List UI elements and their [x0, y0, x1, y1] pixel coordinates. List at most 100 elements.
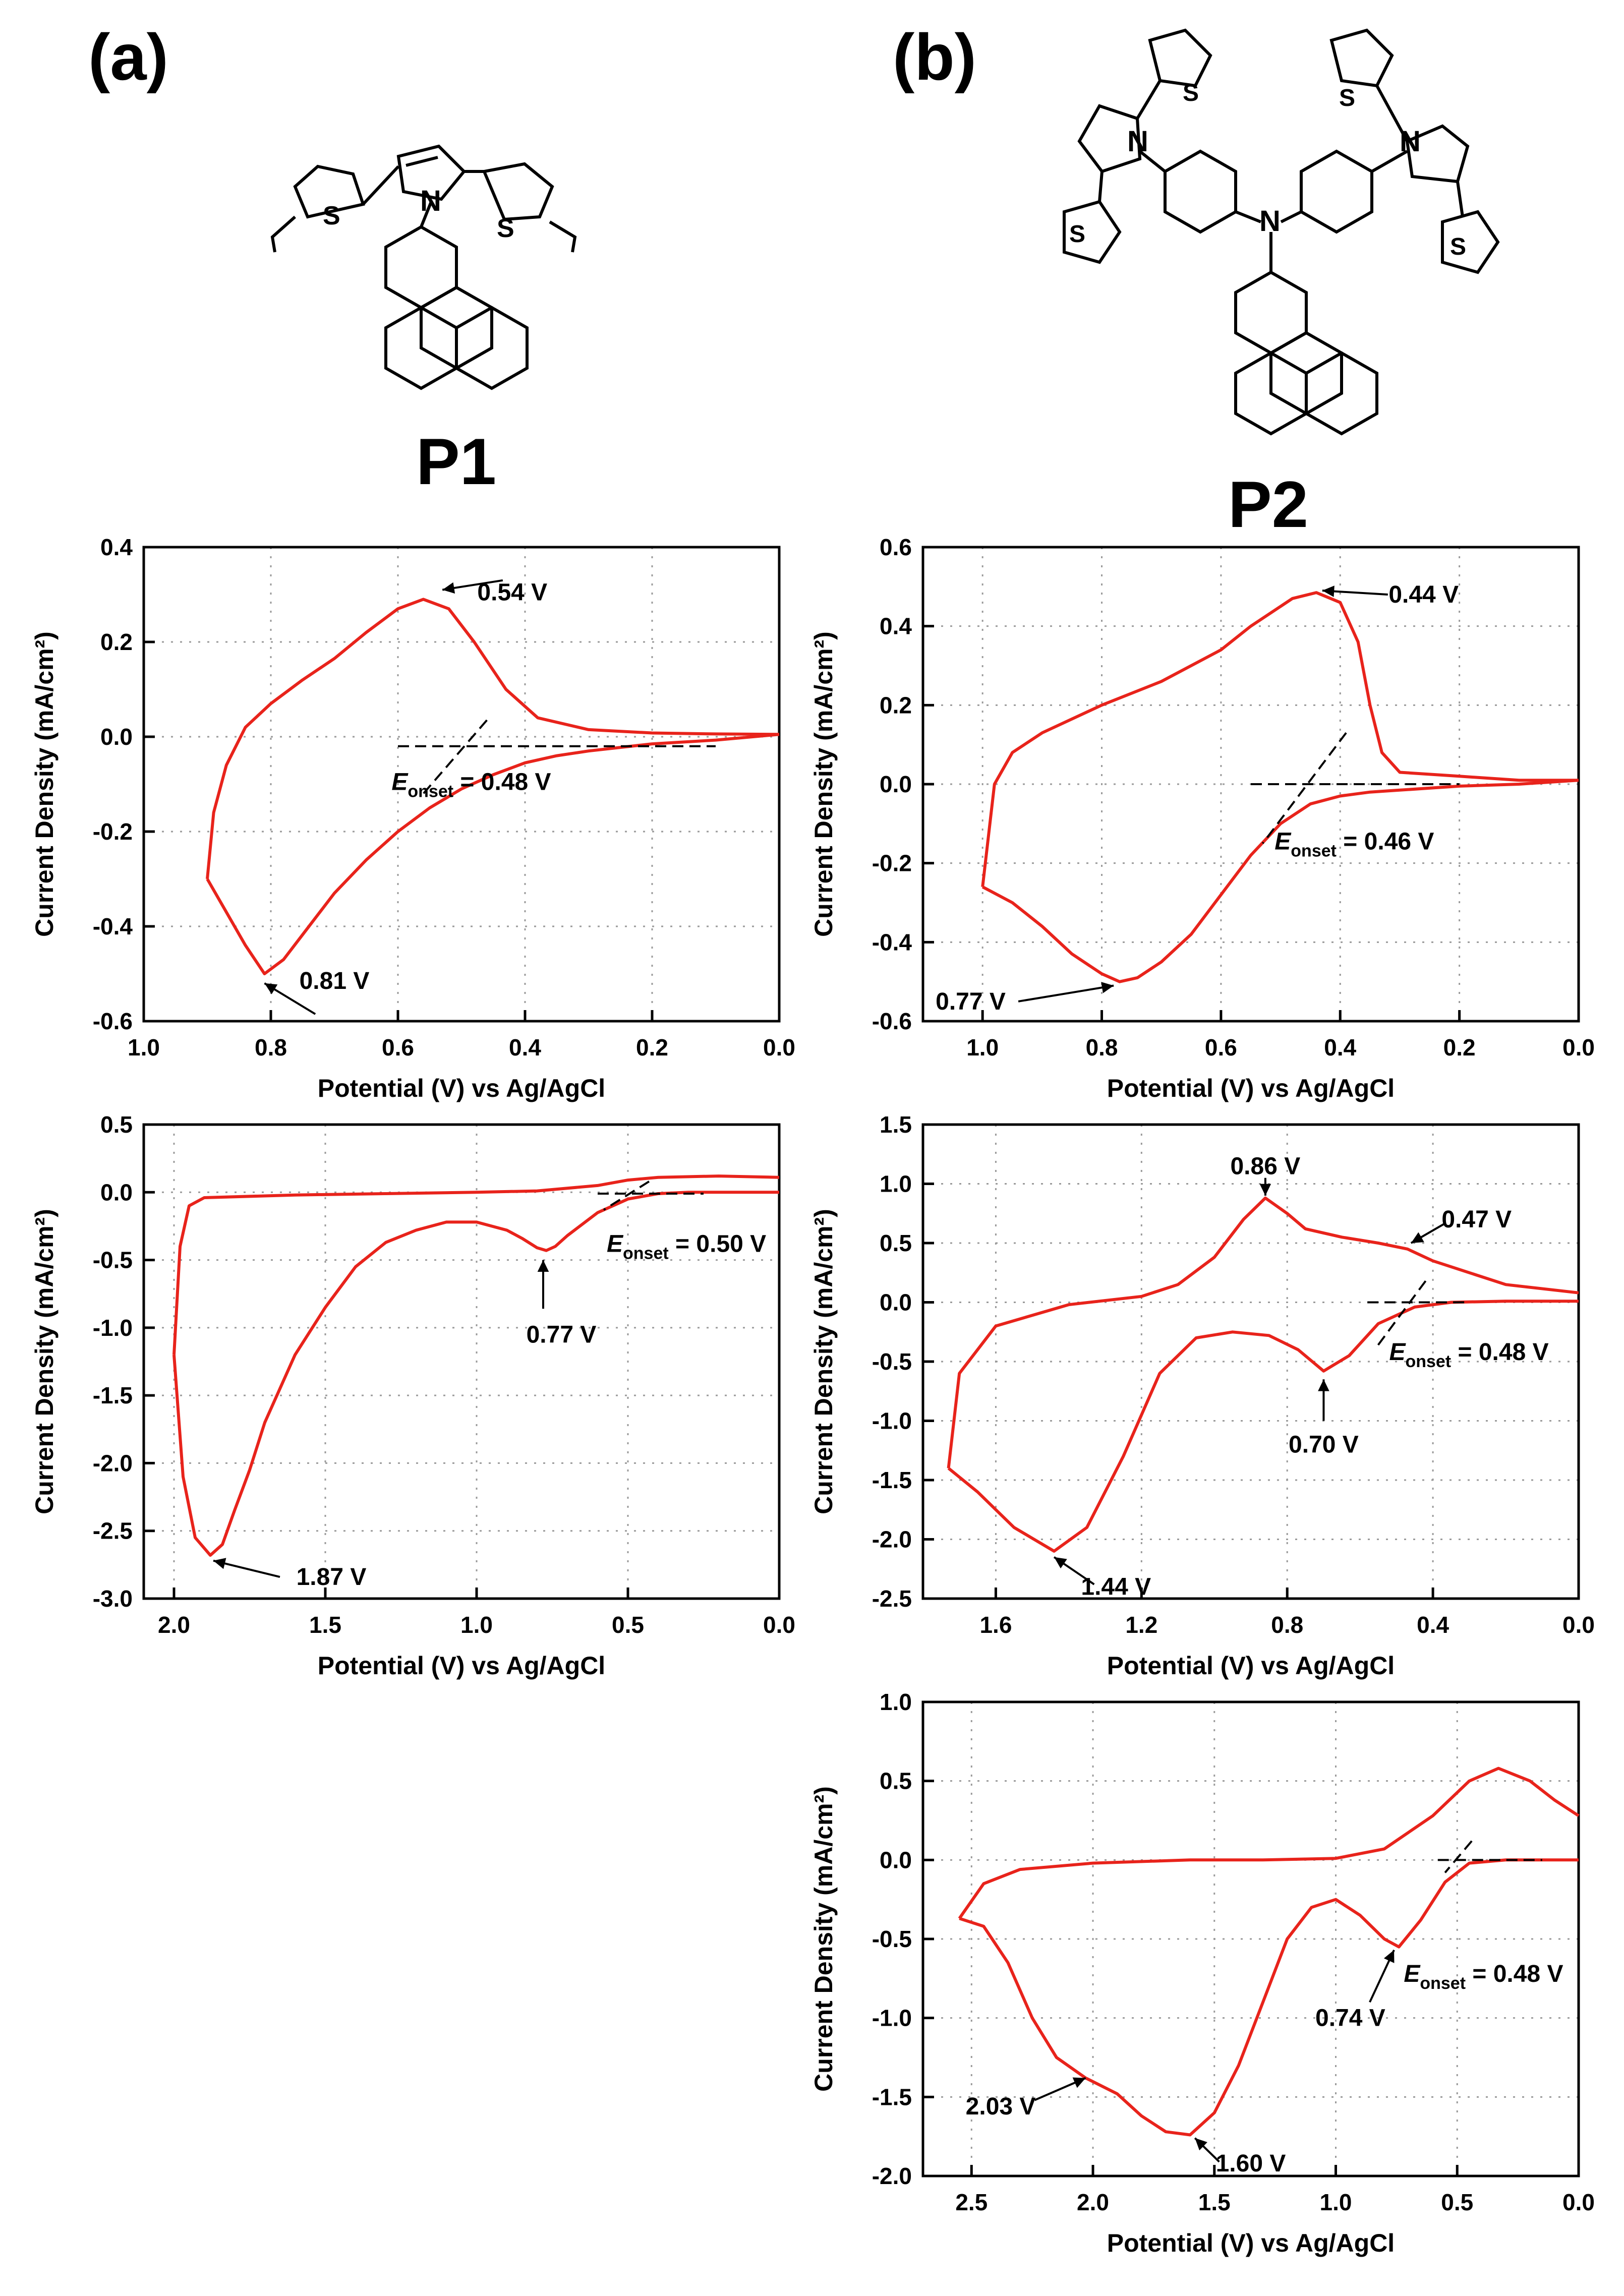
p1-end-group-left: [270, 215, 296, 253]
onset-label-sub: onset: [1291, 842, 1337, 861]
peak-arrow-head: [537, 1260, 549, 1272]
p2-compound-label: P2: [1228, 467, 1308, 541]
peak-label: 0.70 V: [1289, 1432, 1359, 1458]
onset-label-sub: onset: [408, 782, 453, 801]
panel-label-a: (a): [88, 20, 168, 94]
peak-label: 0.81 V: [300, 968, 370, 994]
onset-label-value: = 0.48 V: [453, 769, 551, 795]
peak-arrow-head: [1322, 585, 1335, 597]
onset-label-sub: onset: [623, 1244, 669, 1263]
p1-pyrene-ring-4: [384, 306, 458, 390]
p1-bond-n-pyrene: [420, 201, 433, 228]
peak-label: 1.60 V: [1216, 2150, 1286, 2177]
onset-label-value: = 0.50 V: [669, 1230, 766, 1257]
cv-trace-cathodic: [947, 1300, 1579, 1553]
p2-pyrene-ring-4: [1234, 351, 1308, 436]
x-tick-label: 1.0: [460, 1612, 493, 1638]
x-tick-label: 0.2: [636, 1034, 668, 1061]
x-tick-label: 1.6: [979, 1612, 1012, 1638]
cv-trace-cathodic: [172, 1191, 779, 1557]
x-tick-label: 0.0: [1562, 1034, 1595, 1061]
y-tick-label: 1.5: [880, 1111, 912, 1138]
onset-label-value: = 0.46 V: [1337, 829, 1434, 855]
p2-pyrrole-ring-right: [1405, 124, 1470, 184]
p2-thiophene-left-top: [1148, 28, 1212, 88]
x-tick-label: 0.4: [1417, 1612, 1449, 1638]
y-tick-label: 0.0: [880, 1847, 912, 1873]
p1-end-group-right: [549, 220, 577, 253]
p2-thiophene-left-bottom: [1063, 200, 1122, 264]
p2-bond-n-phenyl-left: [1139, 150, 1166, 173]
peak-label: 0.47 V: [1441, 1206, 1512, 1233]
onset-tangent-line: [1444, 1840, 1473, 1873]
chart-p2-mid-window: 1.6 1.2 0.8 0.4 0.0 -2.5 -2.0 -1.5 -1.0 -0.5 0.0 0.…: [809, 1111, 1595, 1680]
x-tick-label: 1.0: [1320, 2189, 1352, 2215]
y-tick-label: -1.5: [872, 2084, 912, 2110]
y-tick-label: 0.5: [880, 1230, 912, 1256]
x-tick-label: 0.0: [763, 1034, 795, 1061]
peak-label: 0.86 V: [1230, 1153, 1300, 1180]
peak-arrow: [1018, 984, 1114, 1003]
x-tick-label: 0.4: [509, 1034, 541, 1061]
x-tick-label: 0.6: [1205, 1034, 1237, 1061]
y-tick-label: -0.5: [872, 1348, 912, 1375]
y-tick-label: -0.6: [872, 1008, 912, 1034]
y-tick-label: -3.0: [93, 1585, 133, 1612]
x-tick-label: 2.0: [158, 1612, 190, 1638]
x-axis-title: Potential (V) vs Ag/AgCl: [1107, 1074, 1395, 1102]
cv-trace-cathodic: [959, 1858, 1579, 2137]
y-tick-label: -0.5: [93, 1247, 133, 1273]
peak-arrow-head: [1072, 2077, 1086, 2088]
p2-bond-pyrrole-thiophene-bottom: [1098, 171, 1104, 202]
x-tick-label: 0.6: [382, 1034, 414, 1061]
cv-trace-anodic: [947, 1196, 1579, 1468]
x-tick-label: 0.5: [1441, 2189, 1473, 2215]
onset-label-e: E: [391, 769, 409, 795]
p2-atom-s-1: S: [1183, 80, 1199, 106]
y-axis-title: Current Density (mA/cm²): [809, 1209, 838, 1514]
p2-thiophene-right-top: [1329, 28, 1394, 88]
p2-atom-n-left: N: [1127, 125, 1148, 158]
y-tick-label: -2.0: [93, 1450, 133, 1476]
p2-bond-n-phenyl-right: [1371, 150, 1408, 173]
onset-tangent-line: [603, 1181, 650, 1211]
peak-label: 2.03 V: [966, 2093, 1036, 2120]
onset-label-e: E: [607, 1230, 624, 1257]
peak-label: 0.54 V: [477, 579, 547, 606]
y-tick-label: -0.2: [93, 818, 133, 845]
peak-label: 1.44 V: [1081, 1574, 1151, 1601]
x-axis-title: Potential (V) vs Ag/AgCl: [318, 1074, 605, 1102]
x-tick-label: 0.2: [1443, 1034, 1476, 1061]
y-axis-title: Current Density (mA/cm²): [30, 1209, 59, 1514]
x-tick-label: 2.5: [955, 2189, 988, 2215]
x-tick-label: 1.0: [128, 1034, 160, 1061]
plot-frame: [142, 546, 781, 1023]
y-tick-label: -0.4: [872, 929, 912, 955]
peak-arrow-head: [1259, 1184, 1271, 1196]
y-tick-label: 0.0: [880, 1289, 912, 1316]
y-tick-label: -2.5: [93, 1518, 133, 1544]
x-tick-label: 0.4: [1324, 1034, 1356, 1061]
onset-label: Eonset = 0.48 V: [1389, 1339, 1548, 1371]
x-tick-label: 0.0: [1562, 1612, 1595, 1638]
cv-trace-anodic: [981, 591, 1579, 888]
y-tick-label: 0.4: [100, 534, 133, 560]
peak-arrow-head: [213, 1558, 226, 1569]
chart-p2-low-window: 1.0 0.8 0.6 0.4 0.2 0.0 -0.6 -0.4 -0.2 0.0 0.2 0.4 0…: [809, 534, 1595, 1102]
p2-thiophene-right-bottom: [1441, 210, 1500, 274]
peak-label: 0.74 V: [1315, 2005, 1385, 2032]
onset-tangent-line: [1373, 1280, 1427, 1350]
p2-structure: [1063, 28, 1500, 436]
p2-bond-pyrrole-thiophene-right-bottom: [1456, 181, 1464, 217]
onset-label-e: E: [1274, 829, 1292, 855]
x-tick-label: 2.0: [1077, 2189, 1109, 2215]
peak-label: 0.77 V: [936, 988, 1006, 1015]
x-axis-title: Potential (V) vs Ag/AgCl: [1107, 2229, 1395, 2257]
p2-bond-pyrrole-thiophene-top: [1136, 80, 1162, 120]
p1-pyrrole-ring: [396, 144, 467, 201]
peak-arrow-head: [1054, 1557, 1067, 1569]
y-axis-title: Current Density (mA/cm²): [30, 631, 59, 937]
x-tick-label: 1.5: [309, 1612, 341, 1638]
p2-bond-amine-left: [1235, 210, 1262, 223]
peak-label: 0.44 V: [1388, 581, 1459, 608]
